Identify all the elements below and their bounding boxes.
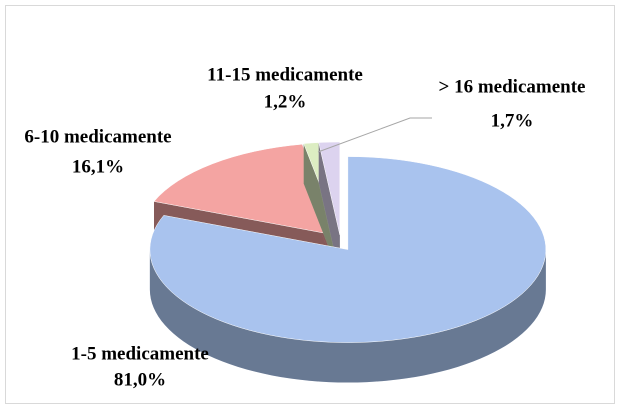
slice-value: 1,2%: [264, 91, 307, 112]
slice: [318, 141, 341, 236]
slice-side-shade: [149, 249, 546, 383]
slice-shade: [303, 143, 340, 276]
slice-value: 1,7%: [491, 110, 534, 131]
pie: [149, 141, 547, 383]
leader-line: [317, 117, 432, 153]
slice-value: 81,0%: [114, 369, 166, 390]
slice-shade: [318, 142, 340, 276]
slice-side: [149, 249, 546, 383]
slice-face: [318, 142, 340, 276]
slice: [153, 143, 339, 237]
slice-label: 6-10 medicamente: [24, 126, 171, 147]
slice-face: [303, 143, 340, 276]
slice: [149, 156, 547, 343]
slice-label: 1-5 medicamente: [71, 343, 209, 364]
slice-value: 16,1%: [72, 156, 124, 177]
slice-label: > 16 medicamente: [439, 76, 586, 97]
slice-label: 11-15 medicamente: [207, 64, 363, 85]
